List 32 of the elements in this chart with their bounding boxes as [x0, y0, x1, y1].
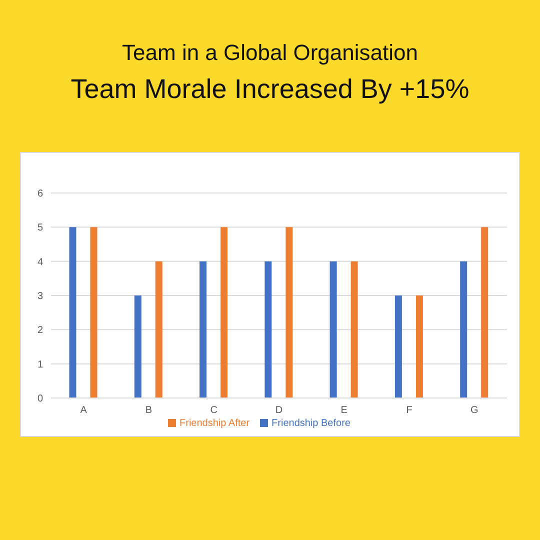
- bar: [460, 261, 468, 398]
- x-tick-label: E: [340, 405, 348, 416]
- bar: [394, 296, 402, 398]
- y-tick-label: 6: [37, 188, 44, 200]
- bar: [200, 261, 207, 398]
- y-tick-label: 2: [37, 325, 44, 336]
- x-tick-label: D: [275, 405, 283, 416]
- bar: [350, 261, 358, 398]
- y-tick-label: 5: [37, 222, 44, 234]
- y-tick-label: 0: [37, 394, 44, 405]
- bar: [330, 261, 337, 398]
- chart-subtitle: Team Morale Increased By +15%: [70, 74, 470, 105]
- chart-title: Team in a Global Organisation: [121, 40, 419, 66]
- x-tick-label: A: [80, 405, 88, 416]
- bar: [69, 227, 76, 398]
- x-tick-label: B: [145, 405, 152, 416]
- bar: [220, 227, 228, 398]
- bar: [416, 296, 423, 398]
- bar: [90, 227, 98, 398]
- x-tick-label: G: [470, 405, 479, 416]
- bar: [264, 261, 272, 398]
- bar: [481, 227, 488, 398]
- y-tick-label: 3: [37, 291, 44, 302]
- bar: [155, 261, 162, 398]
- legend-label: Friendship After: [180, 418, 250, 429]
- x-tick-label: F: [406, 405, 412, 416]
- legend-label: Friendship Before: [272, 418, 350, 429]
- y-tick-label: 4: [37, 256, 44, 268]
- y-tick-label: 1: [37, 359, 44, 370]
- bar: [134, 296, 142, 398]
- x-tick-label: C: [210, 405, 218, 416]
- bar: [286, 227, 293, 398]
